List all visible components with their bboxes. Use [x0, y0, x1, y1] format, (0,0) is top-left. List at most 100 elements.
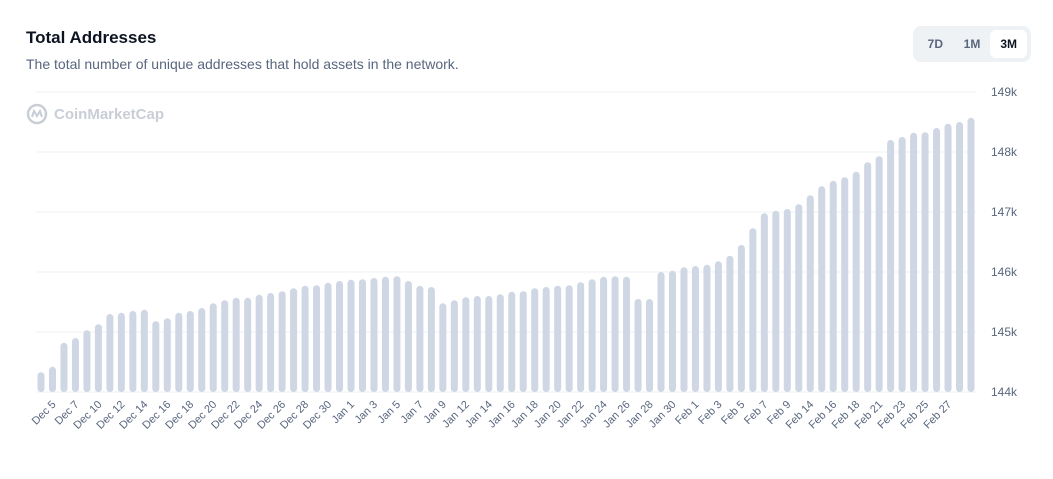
bar[interactable]: [829, 180, 837, 392]
bar[interactable]: [737, 245, 745, 392]
range-1m-button[interactable]: 1M: [963, 37, 981, 51]
bar[interactable]: [267, 293, 275, 392]
bar[interactable]: [175, 312, 183, 392]
bar[interactable]: [381, 276, 389, 392]
bar[interactable]: [577, 282, 585, 392]
bar[interactable]: [358, 279, 366, 392]
bar[interactable]: [508, 291, 516, 392]
x-tick-label: Jan 5: [376, 399, 404, 427]
bar[interactable]: [726, 255, 734, 392]
bar[interactable]: [760, 213, 768, 392]
bar[interactable]: [795, 204, 803, 392]
bar[interactable]: [542, 287, 550, 392]
bar[interactable]: [427, 287, 435, 392]
bar[interactable]: [623, 276, 631, 392]
bar[interactable]: [94, 324, 102, 392]
chart-subtitle: The total number of unique addresses tha…: [26, 56, 459, 72]
bar[interactable]: [531, 288, 539, 392]
bar[interactable]: [221, 300, 229, 392]
bar[interactable]: [37, 372, 45, 392]
bar[interactable]: [370, 278, 378, 392]
bar[interactable]: [519, 291, 527, 392]
bar[interactable]: [244, 297, 252, 392]
bar[interactable]: [393, 276, 401, 392]
bar[interactable]: [485, 296, 493, 392]
y-tick-label: 145k: [991, 325, 1018, 339]
bar[interactable]: [783, 209, 791, 392]
range-3m-button[interactable]: 3M: [990, 30, 1028, 58]
bar[interactable]: [71, 338, 79, 392]
bar[interactable]: [772, 210, 780, 392]
bar[interactable]: [152, 321, 160, 392]
bar[interactable]: [496, 294, 504, 392]
bar[interactable]: [60, 342, 68, 392]
y-tick-label: 147k: [991, 205, 1018, 219]
bar[interactable]: [209, 303, 217, 392]
bar[interactable]: [588, 279, 596, 392]
bar[interactable]: [714, 261, 722, 392]
x-tick-label: Feb 1: [673, 399, 701, 427]
chart-title: Total Addresses: [26, 28, 157, 47]
bar[interactable]: [255, 294, 263, 392]
bar[interactable]: [347, 279, 355, 392]
bar[interactable]: [163, 318, 171, 392]
bar[interactable]: [290, 288, 298, 392]
bar[interactable]: [336, 281, 344, 392]
bar[interactable]: [967, 117, 975, 393]
bar[interactable]: [140, 309, 148, 392]
bar[interactable]: [278, 291, 286, 392]
bar[interactable]: [944, 123, 952, 393]
x-tick-label: Jan 7: [398, 399, 426, 427]
bar[interactable]: [749, 228, 757, 392]
bar[interactable]: [232, 297, 240, 392]
bar[interactable]: [806, 195, 814, 392]
coinmarketcap-logo-icon: [26, 103, 48, 125]
bar[interactable]: [898, 137, 906, 392]
bar[interactable]: [416, 285, 424, 392]
bar[interactable]: [106, 314, 114, 392]
bar[interactable]: [841, 177, 849, 392]
bar[interactable]: [117, 312, 125, 392]
bar[interactable]: [198, 308, 206, 392]
bar[interactable]: [611, 276, 619, 392]
bar[interactable]: [680, 267, 688, 392]
bar[interactable]: [921, 132, 929, 392]
bar[interactable]: [956, 122, 964, 392]
bar[interactable]: [313, 285, 321, 392]
bar[interactable]: [473, 296, 481, 392]
bar[interactable]: [910, 132, 918, 393]
bar[interactable]: [462, 297, 470, 392]
bar[interactable]: [83, 330, 91, 392]
bar[interactable]: [668, 270, 676, 392]
bar[interactable]: [129, 311, 137, 392]
bar[interactable]: [703, 264, 711, 392]
bar[interactable]: [565, 285, 573, 392]
bar[interactable]: [657, 272, 665, 392]
bar[interactable]: [324, 282, 332, 392]
bar[interactable]: [450, 300, 458, 392]
bar[interactable]: [600, 276, 608, 392]
time-range-selector: 7D 1M 3M: [913, 26, 1031, 62]
bar[interactable]: [875, 156, 883, 392]
bar[interactable]: [818, 186, 826, 392]
x-tick-label: Jan 3: [353, 399, 381, 427]
bar[interactable]: [887, 140, 895, 392]
bar[interactable]: [864, 162, 872, 392]
range-7d-button[interactable]: 7D: [927, 37, 943, 51]
bar[interactable]: [852, 171, 860, 392]
y-tick-label: 148k: [991, 145, 1018, 159]
bar[interactable]: [186, 311, 194, 392]
bar[interactable]: [691, 266, 699, 392]
bar[interactable]: [48, 366, 56, 392]
bar[interactable]: [634, 299, 642, 392]
bar[interactable]: [439, 303, 447, 392]
x-tick-label: Dec 5: [30, 399, 59, 428]
bar[interactable]: [301, 285, 309, 392]
x-tick-label: Feb 7: [742, 399, 770, 427]
bar[interactable]: [404, 281, 412, 392]
bar[interactable]: [554, 285, 562, 392]
bar[interactable]: [933, 128, 941, 392]
y-tick-label: 149k: [991, 85, 1018, 99]
bar[interactable]: [646, 299, 654, 392]
